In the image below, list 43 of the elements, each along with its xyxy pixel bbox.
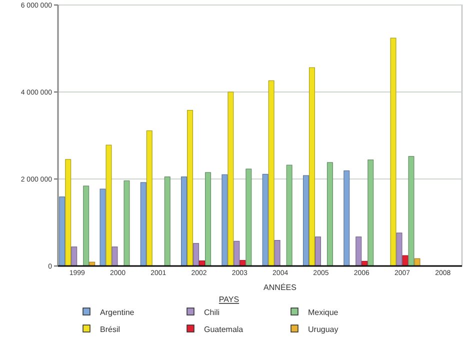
bar <box>302 175 309 266</box>
bar <box>274 240 280 266</box>
bar <box>368 160 374 266</box>
legend-label: Mexique <box>308 308 339 317</box>
legend-label: Guatemala <box>204 324 244 334</box>
bar <box>262 174 268 266</box>
bar <box>193 243 200 266</box>
bar <box>402 255 408 266</box>
bar <box>308 67 315 266</box>
bar <box>181 176 188 266</box>
bar <box>314 236 321 266</box>
x-axis-title: ANNÉES <box>264 283 296 292</box>
bar <box>234 240 240 266</box>
bar <box>106 144 112 266</box>
bar <box>83 186 90 266</box>
bar <box>124 180 130 266</box>
bar <box>390 38 396 266</box>
bar <box>356 236 362 266</box>
bar <box>71 246 78 266</box>
bar <box>344 170 350 266</box>
bar <box>414 258 420 266</box>
bar <box>112 246 118 266</box>
bar <box>408 156 414 266</box>
bar <box>140 182 146 266</box>
bar <box>100 188 106 266</box>
bar <box>187 110 194 266</box>
legend-label: Brésil <box>100 324 120 334</box>
legend-title: PAYS <box>218 295 240 304</box>
legend-label: Argentine <box>100 308 135 317</box>
bar <box>65 159 72 266</box>
bar <box>228 92 234 266</box>
legend-label: Chili <box>204 308 220 317</box>
bar <box>268 80 274 266</box>
bar <box>246 168 252 266</box>
bar <box>164 176 170 266</box>
bar <box>205 172 212 266</box>
bar <box>222 174 228 266</box>
bar <box>396 232 402 266</box>
bar <box>59 196 66 266</box>
legend-label: Uruguay <box>308 324 338 334</box>
bar <box>146 130 152 266</box>
bar <box>286 164 292 266</box>
bar <box>326 162 333 266</box>
